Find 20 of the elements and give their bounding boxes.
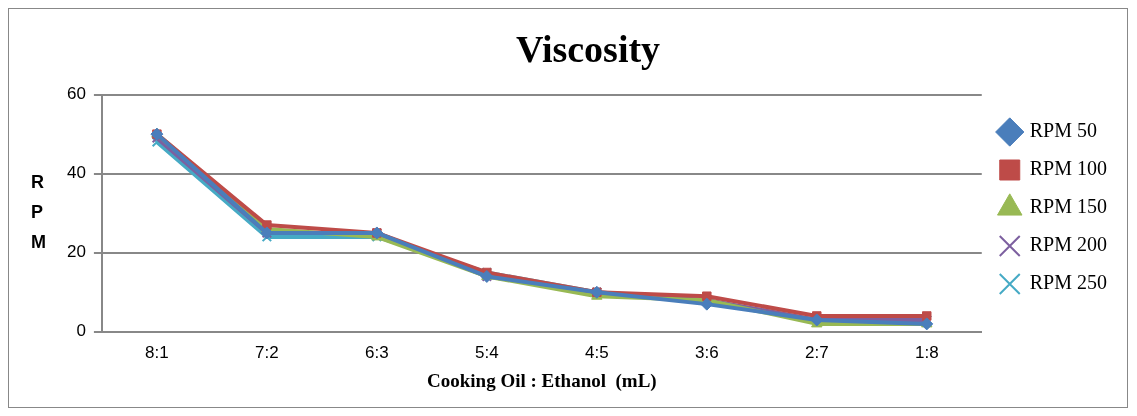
y-tick-label: 20: [66, 242, 86, 262]
x-tick-label: 5:4: [475, 342, 499, 362]
y-axis-title: RPM: [31, 171, 46, 254]
legend-label: RPM 100: [1029, 157, 1107, 180]
x-tick-label: 1:8: [914, 342, 939, 362]
y-tick-label: 60: [66, 84, 86, 104]
x-tick-label: 8:1: [145, 342, 169, 362]
legend-label: RPM 150: [1029, 195, 1107, 218]
x-axis-title: Cooking Oil : Ethanol (mL): [427, 369, 657, 392]
x-tick-label: 6:3: [365, 342, 389, 362]
legend-label: RPM 50: [1029, 119, 1097, 142]
x-tick-label: 4:5: [585, 342, 609, 362]
chart-title: Viscosity: [515, 27, 661, 70]
x-tick-label: 3:6: [694, 342, 719, 362]
legend-label: RPM 250: [1029, 271, 1107, 294]
y-tick-label: 0: [76, 321, 86, 341]
x-tick-label: 2:7: [804, 342, 829, 362]
y-tick-label: 40: [66, 163, 86, 183]
legend-label: RPM 200: [1029, 233, 1107, 256]
x-tick-label: 7:2: [255, 342, 279, 362]
